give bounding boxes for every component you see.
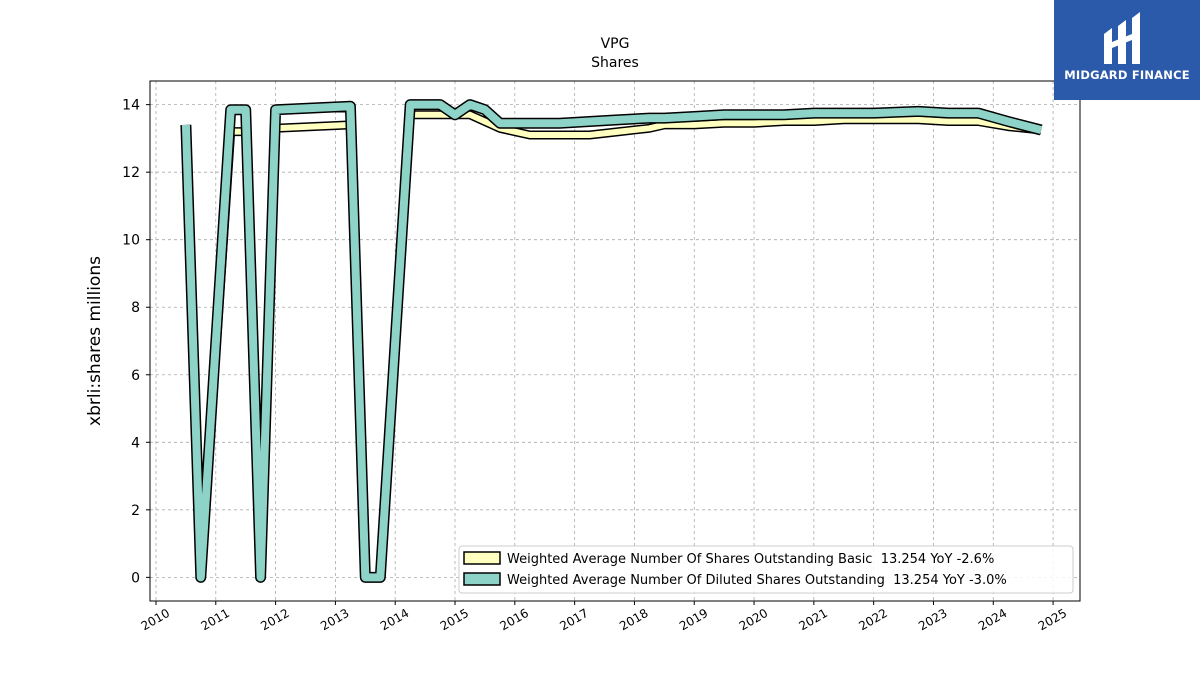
- y-tick-label: 8: [131, 300, 140, 316]
- x-tick-label: 2016: [498, 606, 531, 633]
- x-tick-label: 2012: [258, 606, 291, 633]
- brand-name: MIDGARD FINANCE: [1064, 68, 1190, 82]
- x-tick-label: 2018: [617, 606, 650, 633]
- series-lines: [180, 99, 1043, 583]
- legend: Weighted Average Number Of Shares Outsta…: [458, 545, 1074, 594]
- x-tick-label: 2020: [737, 606, 770, 633]
- series-line-0: [182, 111, 1042, 581]
- brand-logo: MIDGARD FINANCE: [1054, 0, 1200, 100]
- x-tick-label: 2022: [856, 606, 889, 633]
- legend-frame: [458, 545, 1074, 594]
- x-tick-label: 2011: [198, 606, 231, 633]
- y-tick-label: 6: [131, 368, 140, 384]
- x-tick-label: 2023: [916, 606, 949, 633]
- legend-label-diluted: Weighted Average Number Of Diluted Share…: [507, 573, 1007, 588]
- y-tick-label: 4: [131, 435, 140, 451]
- series-outline-0: [181, 110, 1042, 582]
- series-outline-1: [180, 99, 1043, 583]
- x-tick-label: 2017: [557, 606, 590, 633]
- y-tick-label: 2: [131, 503, 140, 519]
- x-tick-label: 2019: [677, 606, 710, 633]
- y-tick-label: 14: [122, 98, 140, 114]
- y-tick-label: 10: [122, 233, 140, 249]
- y-axis-label: xbrli:shares millions: [85, 256, 105, 426]
- midgard-logo-icon: [1104, 12, 1140, 64]
- plot-frame: [149, 80, 1081, 602]
- x-tick-label: 2010: [139, 606, 172, 633]
- legend-swatch-diluted: [463, 572, 501, 586]
- y-tick-label: 0: [131, 570, 140, 586]
- series-line-1: [181, 100, 1043, 582]
- x-tick-label: 2013: [318, 606, 351, 633]
- x-tick-label: 2025: [1036, 606, 1069, 633]
- x-tick-label: 2014: [378, 606, 411, 633]
- chart-title: VPG: [601, 36, 630, 52]
- grid: [150, 81, 1080, 601]
- chart-subtitle: Shares: [591, 55, 639, 71]
- legend-swatch-basic: [463, 551, 501, 565]
- x-tick-label: 2024: [976, 606, 1009, 633]
- y-tick-label: 12: [122, 165, 140, 181]
- legend-label-basic: Weighted Average Number Of Shares Outsta…: [507, 552, 994, 567]
- x-tick-label: 2021: [797, 606, 830, 633]
- x-tick-label: 2015: [438, 606, 471, 633]
